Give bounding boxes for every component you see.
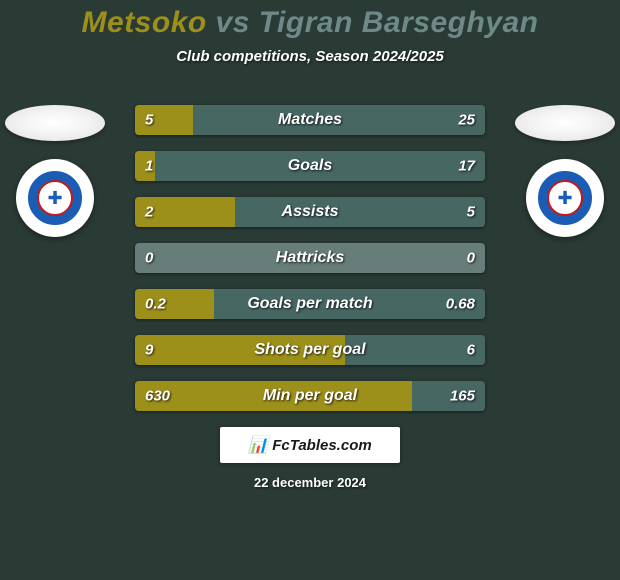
comparison-widget: Metsoko vs Tigran Barseghyan Club compet…	[0, 0, 620, 580]
main-area: ✚ ✚ 525Matches117Goals25Assists00Hattric…	[0, 105, 620, 411]
title-vs: vs	[216, 6, 250, 39]
stat-row: 5 25 Matches	[135, 105, 485, 135]
stat-value-left: 0.2	[145, 296, 166, 313]
stat-label: Min per goal	[263, 387, 357, 405]
stat-row: 9 6 Shots per goal	[135, 335, 485, 365]
stat-label: Goals per match	[247, 295, 372, 313]
title-player2: Tigran Barseghyan	[259, 6, 539, 39]
stat-value-right: 165	[450, 388, 475, 405]
stat-value-right: 0	[467, 250, 475, 267]
stat-bar-right	[345, 335, 485, 365]
stat-value-right: 6	[467, 342, 475, 359]
stat-bar-left	[135, 105, 193, 135]
player1-club-badge: ✚	[16, 159, 94, 237]
stat-value-left: 9	[145, 342, 153, 359]
fctables-logo[interactable]: 📊 FcTables.com	[220, 427, 400, 463]
stats-chart: 525Matches117Goals25Assists00Hattricks0.…	[135, 105, 485, 411]
stat-value-right: 17	[458, 158, 475, 175]
player2-column: ✚	[510, 105, 620, 237]
stat-label: Shots per goal	[254, 341, 365, 359]
stat-value-left: 2	[145, 204, 153, 221]
chart-icon: 📊	[248, 435, 268, 455]
subtitle: Club competitions, Season 2024/2025	[0, 48, 620, 65]
title-player1: Metsoko	[82, 6, 207, 39]
stat-row: 2 5 Assists	[135, 197, 485, 227]
stat-value-left: 630	[145, 388, 170, 405]
club-badge-core: ✚	[37, 180, 73, 216]
club-badge-ring: ✚	[26, 169, 84, 227]
stat-label: Goals	[288, 157, 332, 175]
stat-row: 1 17 Goals	[135, 151, 485, 181]
stat-label: Assists	[282, 203, 339, 221]
player1-column: ✚	[0, 105, 110, 237]
club-emblem-icon: ✚	[557, 188, 572, 209]
stat-bar-right	[235, 197, 485, 227]
logo-text: FcTables.com	[272, 437, 371, 454]
footer-date: 22 december 2024	[0, 475, 620, 490]
page-title: Metsoko vs Tigran Barseghyan	[0, 6, 620, 40]
stat-value-right: 0.68	[446, 296, 475, 313]
club-badge-core: ✚	[547, 180, 583, 216]
stat-value-left: 0	[145, 250, 153, 267]
player2-avatar-placeholder	[515, 105, 615, 141]
stat-value-left: 5	[145, 112, 153, 129]
stat-row: 0 0 Hattricks	[135, 243, 485, 273]
stat-row: 0.2 0.68 Goals per match	[135, 289, 485, 319]
stat-value-left: 1	[145, 158, 153, 175]
stat-value-right: 25	[458, 112, 475, 129]
player2-club-badge: ✚	[526, 159, 604, 237]
stat-label: Hattricks	[276, 249, 344, 267]
club-badge-ring: ✚	[536, 169, 594, 227]
stat-label: Matches	[278, 111, 342, 129]
player1-avatar-placeholder	[5, 105, 105, 141]
club-emblem-icon: ✚	[47, 188, 62, 209]
stat-value-right: 5	[467, 204, 475, 221]
stat-row: 630 165 Min per goal	[135, 381, 485, 411]
